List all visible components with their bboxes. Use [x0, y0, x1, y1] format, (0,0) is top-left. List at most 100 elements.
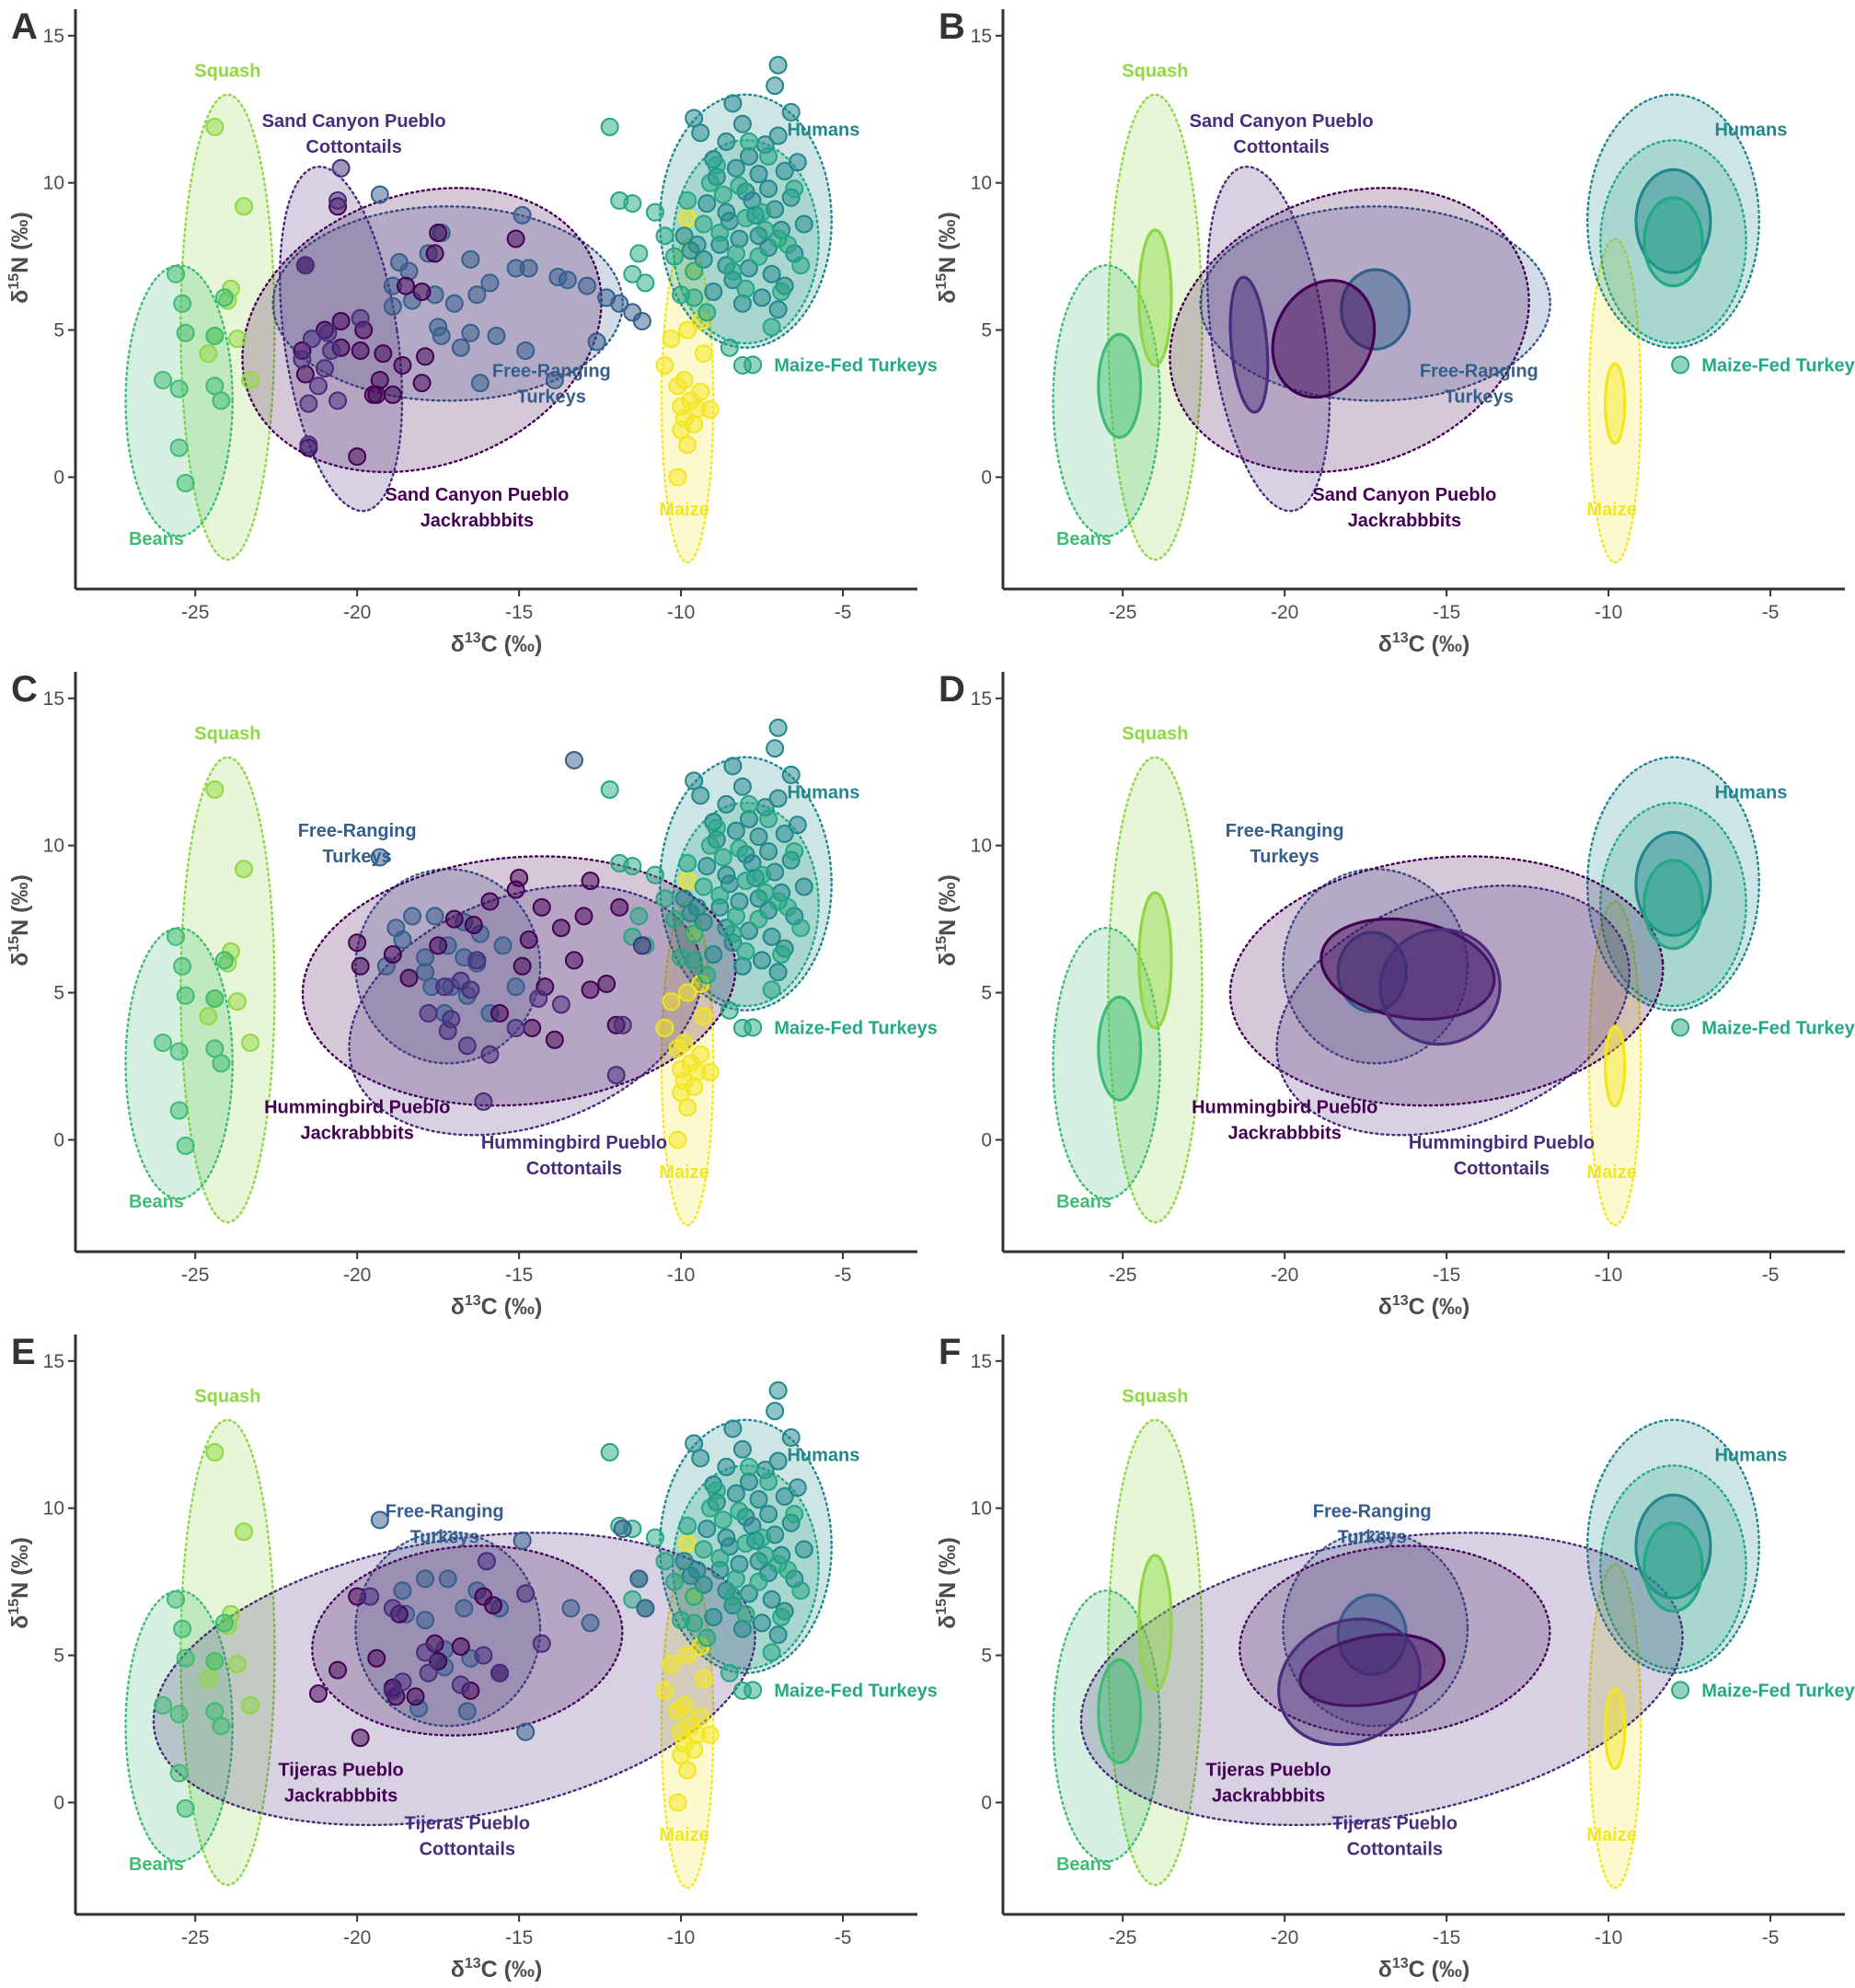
point-humans-a	[732, 294, 752, 313]
core-ellipse-free-ranging-turkeys-d	[1336, 930, 1408, 1013]
y-tick-label-b: 15	[971, 26, 992, 47]
core-ellipse-squash-f	[1137, 1554, 1173, 1693]
x-tick-label-a: -10	[667, 602, 695, 623]
point-free-ranging-turkeys-a	[519, 259, 538, 278]
point-beans-a	[214, 288, 234, 307]
point-beans-c	[173, 956, 192, 976]
point-jackrabbits-a	[506, 229, 525, 248]
panel-d: Beans Squash Maize Humans Maize-Fed Turkeys F…	[934, 669, 1855, 1320]
label-squash-b: Squash	[1122, 62, 1188, 82]
point-maize-fed-turkeys-c	[678, 853, 697, 873]
y-tick-label-b: 10	[971, 173, 992, 194]
ellipse95-jackrabbits-b	[1169, 187, 1530, 474]
core-ellipse-jackrabbits-f	[1298, 1633, 1446, 1707]
point-cottontails-c	[457, 1036, 477, 1056]
point-squash-c	[205, 780, 225, 799]
core-ellipse-humans-f	[1634, 1493, 1712, 1600]
label-beans-e: Beans	[129, 1855, 184, 1875]
core-ellipse-jackrabbits-b	[1271, 279, 1377, 399]
point-humans-e	[762, 1589, 781, 1609]
panel-c: Beans Squash Maize Humans Maize-Fed Turkeys F…	[6, 669, 938, 1320]
point-humans-c	[759, 842, 778, 861]
point-humans-a	[775, 161, 794, 180]
point-maize-fed-turkeys-a	[736, 209, 755, 228]
point-maize-fed-turkeys-c	[736, 872, 755, 891]
point-maize-e	[700, 1725, 720, 1744]
point-jackrabbits-a	[425, 244, 444, 263]
legend-point-maize-fed-turkeys-e	[743, 1681, 763, 1700]
point-maize-fed-turkeys-a	[623, 194, 642, 214]
point-cottontails-a	[302, 329, 321, 349]
label-maize-fed-turkeys-c: Maize-Fed Turkeys	[774, 1018, 937, 1038]
point-maize-fed-turkeys-a	[629, 244, 649, 263]
point-maize-fed-turkeys-a	[710, 224, 730, 243]
point-free-ranging-turkeys-c	[506, 977, 525, 997]
point-cottontails-c	[529, 988, 548, 1008]
point-humans-e	[732, 1619, 752, 1638]
point-maize-fed-turkeys-c	[600, 780, 619, 799]
point-humans-a	[788, 153, 807, 172]
label-maize-f: Maize	[1586, 1825, 1636, 1845]
y-tick-label-b: 0	[981, 467, 992, 488]
point-squash-a	[235, 197, 253, 216]
point-beans-c	[169, 1101, 189, 1120]
label-free-ranging-turkeys-b: Free-Ranging Turkeys	[1420, 362, 1538, 408]
point-maize-c	[700, 1062, 720, 1081]
plot-area-d	[1052, 756, 1760, 1227]
label-maize-b: Maize	[1586, 500, 1636, 520]
x-axis-title-b: δ13C (‰)	[1378, 630, 1470, 657]
point-maize-fed-turkeys-e	[685, 1613, 704, 1633]
point-maize-c	[668, 1039, 687, 1058]
x-tick-label-a: -25	[181, 602, 209, 623]
point-cottontails-a	[322, 341, 341, 360]
point-cottontails-a	[331, 158, 351, 178]
panel-letter-a: A	[11, 6, 38, 47]
point-maize-e	[668, 1702, 687, 1721]
point-maize-fed-turkeys-e	[697, 1628, 717, 1647]
core-ellipse-squash-d	[1137, 891, 1173, 1030]
point-beans-c	[205, 988, 225, 1008]
point-humans-e	[732, 1439, 752, 1459]
y-tick-label-f: 10	[971, 1498, 992, 1520]
point-maize-fed-turkeys-c	[645, 865, 664, 884]
point-maize-fed-turkeys-c	[755, 883, 775, 902]
point-cottontails-c	[606, 1066, 626, 1085]
point-beans-c	[167, 927, 186, 946]
x-tick-label-b: -15	[1433, 602, 1460, 623]
point-maize-fed-turkeys-e	[740, 1457, 758, 1476]
x-tick-label-a: -5	[835, 602, 852, 623]
point-maize-fed-turkeys-e	[778, 1560, 798, 1579]
y-tick-label-c: 15	[43, 688, 64, 710]
label-maize-a: Maize	[659, 500, 709, 520]
point-humans-a	[743, 191, 762, 210]
y-tick-label-a: 10	[43, 173, 64, 194]
point-beans-c	[214, 951, 234, 970]
label-beans-d: Beans	[1056, 1192, 1112, 1212]
point-maize-a	[668, 468, 687, 487]
label-humans-b: Humans	[1714, 121, 1787, 141]
label-jackrabbits-a: Sand Canyon Pueblo Jackrabbbits	[385, 485, 569, 531]
label-squash-f: Squash	[1122, 1387, 1188, 1407]
core-ellipse-maize-d	[1603, 1024, 1627, 1108]
point-humans-a	[753, 288, 772, 307]
point-maize-fed-turkeys-a	[685, 261, 704, 281]
point-cottontails-e	[419, 1663, 438, 1682]
point-jackrabbits-a	[416, 347, 435, 366]
point-free-ranging-turkeys-a	[587, 332, 606, 352]
point-free-ranging-turkeys-e	[636, 1599, 655, 1618]
point-maize-fed-turkeys-a	[655, 226, 674, 246]
point-free-ranging-turkeys-e	[581, 1613, 600, 1633]
point-beans-a	[205, 326, 225, 345]
point-cottontails-c	[435, 977, 455, 997]
point-maize-fed-turkeys-c	[697, 965, 717, 985]
ellipse95-maize-fed-turkeys-b	[1599, 139, 1747, 345]
core-ellipse-beans-b	[1097, 332, 1143, 439]
point-jackrabbits-c	[399, 968, 419, 988]
point-maize-fed-turkeys-e	[759, 1472, 778, 1491]
label-jackrabbits-b: Sand Canyon Pueblo Jackrabbbits	[1312, 485, 1496, 531]
point-free-ranging-turkeys-a	[513, 205, 532, 225]
point-free-ranging-turkeys-a	[461, 323, 480, 342]
point-cottontails-c	[480, 1045, 500, 1064]
x-tick-label-a: -20	[343, 602, 371, 623]
x-tick-label-f: -15	[1433, 1927, 1460, 1948]
